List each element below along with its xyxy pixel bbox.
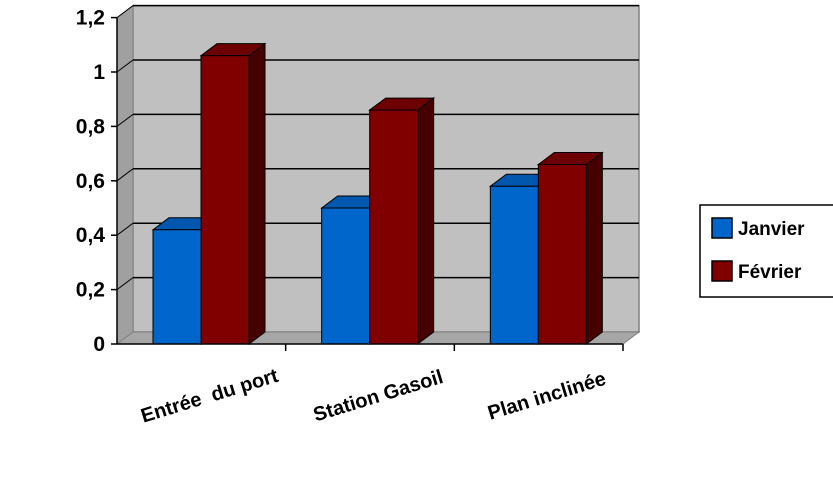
y-axis-ticks: 0 0,2 0,4 0,6 0,8 1 1,2 [76,7,106,356]
y-tick-label: 0,6 [76,170,105,193]
bar-fevrier [536,151,604,345]
bar-side [585,151,603,345]
bar-front [200,55,250,345]
bar-front [321,207,371,345]
y-tick-label: 0,2 [76,279,105,302]
bar-front [152,229,202,345]
legend-label: Février [738,262,802,283]
bars [151,42,604,345]
y-tick-label: 0 [93,333,105,356]
legend-swatch [711,260,733,282]
bar-fevrier [199,42,267,345]
x-category-label: Entrée du port [138,365,281,428]
bar-side [248,42,266,345]
axes [111,16,624,351]
x-category-label: Plan inclinée [485,368,608,425]
y-tick-label: 0,4 [76,224,106,247]
bar-side [417,97,435,345]
gridline-side [116,277,134,291]
gridline-side [116,5,134,19]
y-tick-label: 1 [93,61,105,84]
legend-label: Janvier [738,219,805,240]
x-category-label: Station Gasoil [311,366,446,426]
legend: Janvier Février [699,204,833,298]
gridline-side [116,168,134,182]
y-tick-label: 1,2 [76,7,105,30]
x-axis-categories: Entrée du port Station Gasoil Plan incliné… [138,365,608,428]
bar-front [369,109,419,345]
legend-swatch [711,217,733,239]
bar-front [537,163,587,345]
bar-front [489,185,539,345]
gridline-side [116,114,134,127]
bar-fevrier [368,97,436,345]
gridline-side [116,222,134,236]
y-tick-label: 0,8 [76,115,106,138]
gridline-side [116,59,134,73]
